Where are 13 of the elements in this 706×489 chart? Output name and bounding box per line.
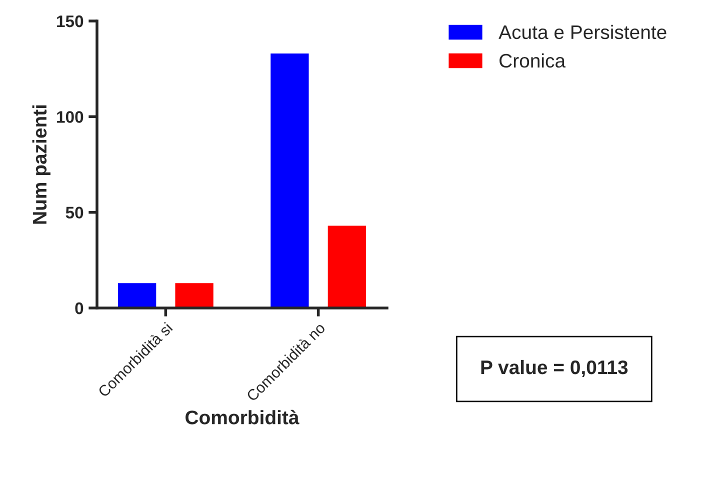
- y-tick-label: 100: [57, 111, 84, 123]
- x-axis-title: Comorbidità: [186, 410, 300, 424]
- y-tick-label: 50: [66, 206, 84, 219]
- legend-label: Cronica: [500, 53, 566, 68]
- y-axis-title: Num pazienti: [32, 105, 50, 224]
- bar: [175, 283, 214, 308]
- text: P value = 0,0113: [481, 360, 628, 378]
- bar: [328, 226, 366, 308]
- bar: [270, 54, 309, 308]
- bar: [118, 283, 156, 308]
- legend-label: Acuta e Persistente: [498, 24, 666, 40]
- y-tick-label: 150: [57, 15, 84, 28]
- y-tick-label: 0: [75, 302, 84, 314]
